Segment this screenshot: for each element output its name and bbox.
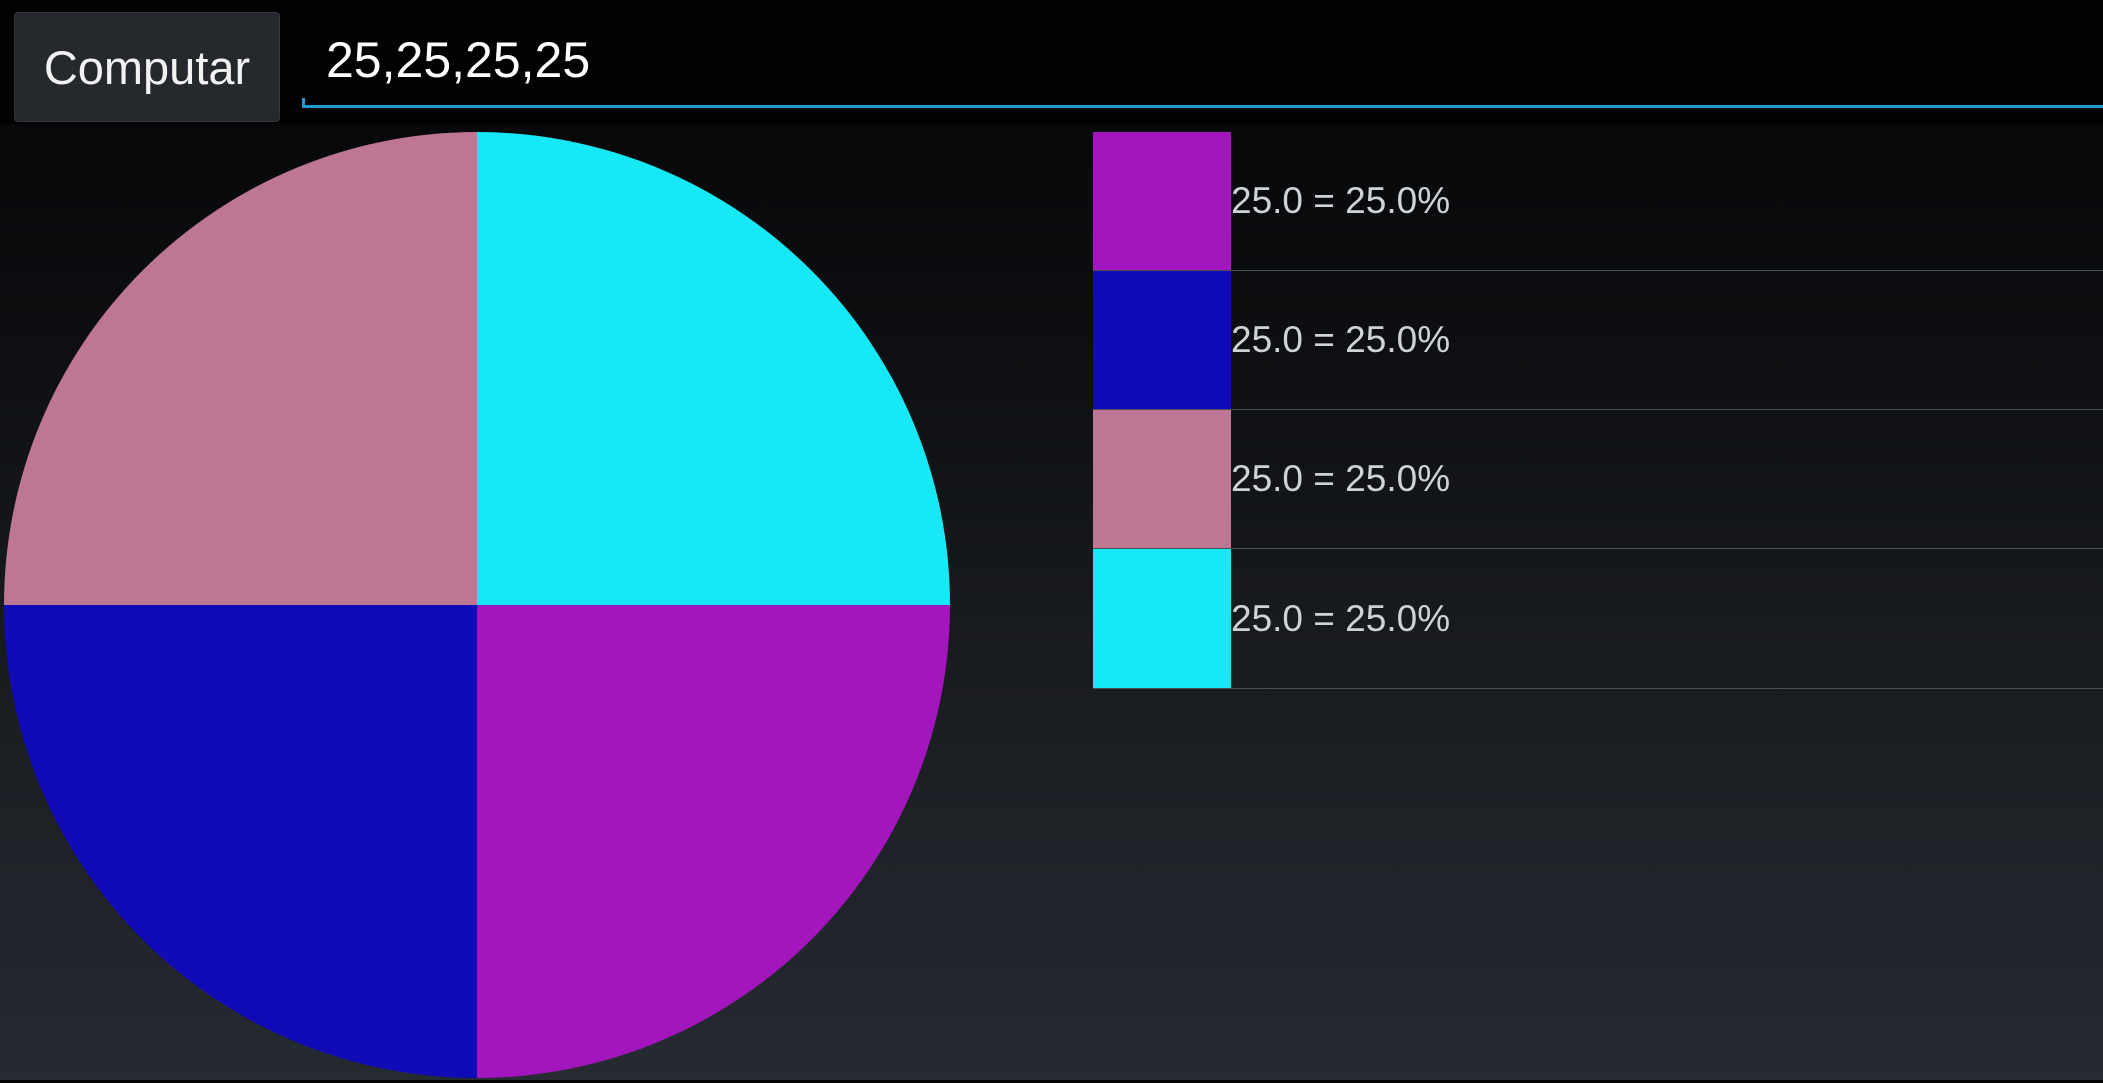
pie-slice-2 <box>4 605 477 1078</box>
pie-chart <box>4 132 950 1078</box>
legend-label: 25.0 = 25.0% <box>1231 458 1451 499</box>
pie-slice-1 <box>477 605 950 1078</box>
values-input[interactable] <box>300 14 2103 106</box>
input-underline <box>302 105 2103 108</box>
legend-swatch <box>1093 410 1231 548</box>
legend-swatch <box>1093 132 1231 270</box>
top-bar: Computar <box>0 0 2103 124</box>
legend-item: 25.0 = 25.0% <box>1093 132 2103 271</box>
legend-label: 25.0 = 25.0% <box>1231 597 1451 639</box>
pie-slice-4 <box>477 132 950 605</box>
legend-swatch <box>1093 549 1231 688</box>
input-underline-tick <box>302 98 305 108</box>
legend-item: 25.0 = 25.0% <box>1093 410 2103 549</box>
legend: 25.0 = 25.0% 25.0 = 25.0% 25.0 = 25.0% 2… <box>1093 132 2103 689</box>
compute-button[interactable]: Computar <box>14 12 280 122</box>
legend-item: 25.0 = 25.0% <box>1093 549 2103 689</box>
legend-label: 25.0 = 25.0% <box>1231 180 1451 221</box>
legend-label: 25.0 = 25.0% <box>1231 319 1451 360</box>
values-input-container <box>300 14 2103 112</box>
pie-slice-3 <box>4 132 477 605</box>
pie-chart-svg <box>4 132 950 1078</box>
legend-swatch <box>1093 271 1231 409</box>
legend-item: 25.0 = 25.0% <box>1093 271 2103 410</box>
